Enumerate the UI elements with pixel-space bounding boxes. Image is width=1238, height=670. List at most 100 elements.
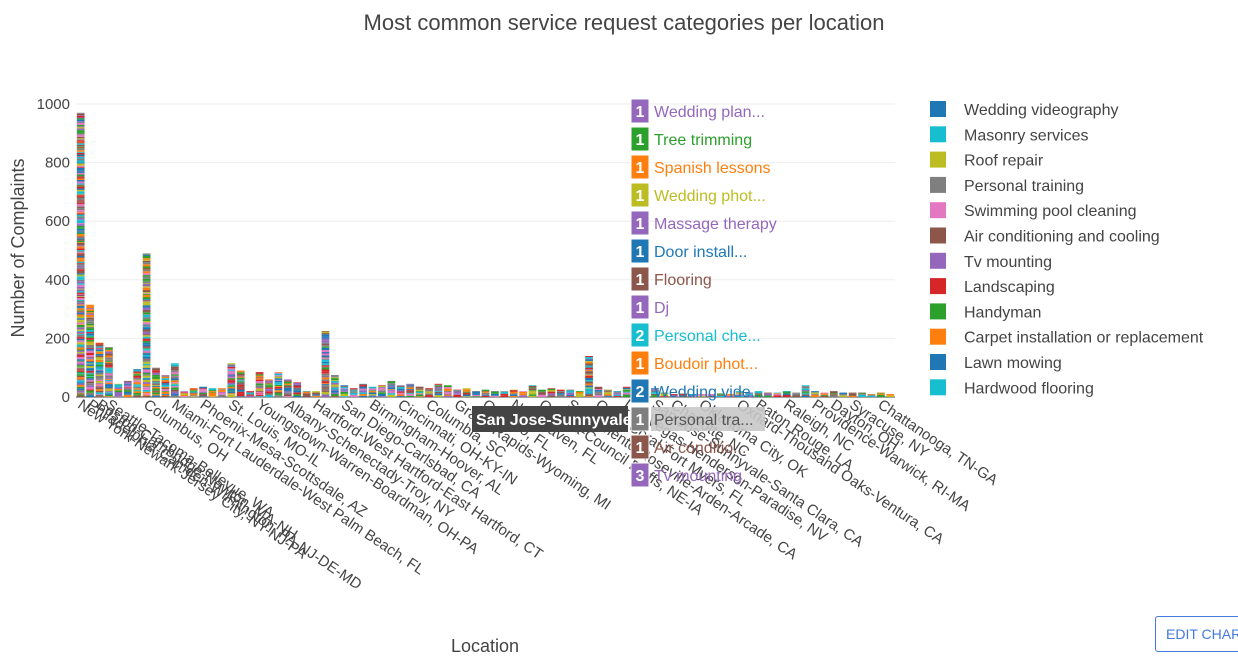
bar-segment[interactable] <box>152 378 160 381</box>
bar-segment[interactable] <box>265 391 273 394</box>
bar-segment[interactable] <box>321 338 330 341</box>
bar-segment[interactable] <box>425 388 433 390</box>
bar-segment[interactable] <box>472 391 480 392</box>
bar-segment[interactable] <box>142 253 151 255</box>
bar-segment[interactable] <box>255 393 264 395</box>
bar-segment[interactable] <box>651 393 659 394</box>
bar-segment[interactable] <box>321 371 330 374</box>
bar-stacks[interactable] <box>76 112 895 397</box>
bar-segment[interactable] <box>86 363 94 365</box>
bar-segment[interactable] <box>735 393 744 395</box>
bar-segment[interactable] <box>255 383 264 386</box>
bar-segment[interactable] <box>735 392 744 394</box>
bar-segment[interactable] <box>811 391 819 393</box>
bar-segment[interactable] <box>604 391 612 393</box>
bar-segment[interactable] <box>321 354 330 356</box>
bar-segment[interactable] <box>123 388 132 391</box>
bar-segment[interactable] <box>76 389 85 392</box>
bar-segment[interactable] <box>528 395 537 397</box>
bar-segment[interactable] <box>321 376 330 378</box>
bar-segment[interactable] <box>368 386 377 389</box>
bar-segment[interactable] <box>86 395 94 397</box>
bar-stack[interactable] <box>594 386 603 397</box>
bar-stack[interactable] <box>773 392 782 397</box>
bar-segment[interactable] <box>236 384 245 387</box>
bar-segment[interactable] <box>142 286 151 288</box>
bar-segment[interactable] <box>86 323 94 326</box>
bar-segment[interactable] <box>604 392 612 395</box>
bar-segment[interactable] <box>801 393 810 395</box>
bar-segment[interactable] <box>76 314 85 317</box>
bar-segment[interactable] <box>86 352 94 355</box>
bar-segment[interactable] <box>378 385 386 388</box>
bar-segment[interactable] <box>161 381 170 384</box>
bar-segment[interactable] <box>170 363 179 365</box>
bar-segment[interactable] <box>396 392 405 395</box>
bar-segment[interactable] <box>321 345 330 347</box>
bar-segment[interactable] <box>274 386 283 389</box>
bar-segment[interactable] <box>321 383 330 385</box>
bar-stack[interactable] <box>368 386 377 397</box>
bar-segment[interactable] <box>142 354 151 357</box>
bar-segment[interactable] <box>142 335 151 337</box>
bar-segment[interactable] <box>340 389 349 391</box>
bar-segment[interactable] <box>792 393 801 396</box>
bar-segment[interactable] <box>105 388 113 390</box>
bar-segment[interactable] <box>208 388 217 390</box>
bar-segment[interactable] <box>170 383 179 385</box>
bar-segment[interactable] <box>114 387 123 389</box>
bar-stack[interactable] <box>189 388 198 397</box>
bar-stack[interactable] <box>265 379 273 397</box>
bar-segment[interactable] <box>236 389 245 392</box>
bar-segment[interactable] <box>218 392 226 395</box>
bar-segment[interactable] <box>368 390 377 392</box>
bar-segment[interactable] <box>123 393 132 395</box>
bar-segment[interactable] <box>556 394 565 397</box>
bar-segment[interactable] <box>170 378 179 381</box>
bar-segment[interactable] <box>76 200 85 202</box>
bar-segment[interactable] <box>754 394 763 397</box>
bar-segment[interactable] <box>86 354 94 357</box>
bar-segment[interactable] <box>764 392 772 394</box>
bar-segment[interactable] <box>415 393 424 395</box>
bar-segment[interactable] <box>368 391 377 393</box>
bar-segment[interactable] <box>76 148 85 151</box>
bar-segment[interactable] <box>95 347 104 349</box>
bar-segment[interactable] <box>274 384 283 387</box>
bar-segment[interactable] <box>265 383 273 385</box>
bar-segment[interactable] <box>142 361 151 364</box>
bar-segment[interactable] <box>123 383 132 385</box>
bar-segment[interactable] <box>142 346 151 348</box>
bar-segment[interactable] <box>378 385 386 386</box>
bar-segment[interactable] <box>76 377 85 380</box>
bar-segment[interactable] <box>189 395 198 397</box>
bar-segment[interactable] <box>236 380 245 382</box>
bar-segment[interactable] <box>133 391 142 393</box>
bar-segment[interactable] <box>123 390 132 392</box>
bar-stack[interactable] <box>246 391 255 397</box>
bar-segment[interactable] <box>283 391 292 393</box>
bar-segment[interactable] <box>76 176 85 178</box>
bar-segment[interactable] <box>321 390 330 392</box>
bar-segment[interactable] <box>218 389 226 390</box>
bar-segment[interactable] <box>170 393 179 396</box>
bar-segment[interactable] <box>95 394 104 396</box>
bar-segment[interactable] <box>133 390 142 392</box>
bar-segment[interactable] <box>613 392 622 394</box>
bar-segment[interactable] <box>133 389 142 391</box>
bar-segment[interactable] <box>359 386 367 389</box>
bar-segment[interactable] <box>585 383 593 386</box>
bar-stack[interactable] <box>462 388 471 397</box>
bar-segment[interactable] <box>105 362 113 365</box>
bar-segment[interactable] <box>321 333 330 335</box>
bar-segment[interactable] <box>434 391 443 392</box>
bar-segment[interactable] <box>76 172 85 175</box>
bar-stack[interactable] <box>867 394 876 397</box>
bar-stack[interactable] <box>302 391 311 397</box>
bar-segment[interactable] <box>152 376 160 379</box>
bar-segment[interactable] <box>349 388 358 390</box>
bar-segment[interactable] <box>95 395 104 397</box>
bar-segment[interactable] <box>566 394 575 397</box>
legend-item[interactable]: Lawn mowing <box>930 354 1062 372</box>
bar-segment[interactable] <box>105 382 113 385</box>
